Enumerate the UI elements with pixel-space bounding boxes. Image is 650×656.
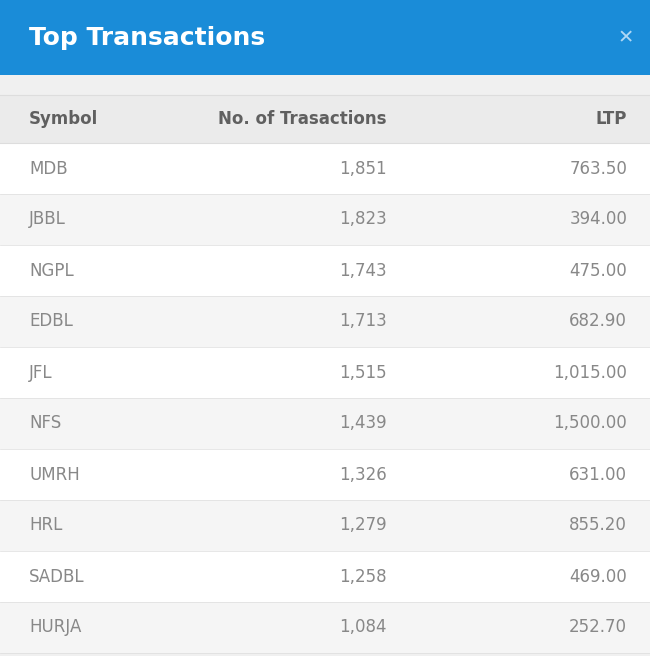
Bar (0, 245, 650, 296)
Bar (0, 602, 650, 653)
Text: 1,084: 1,084 (339, 619, 387, 636)
Text: 1,743: 1,743 (339, 262, 387, 279)
Text: 1,258: 1,258 (339, 567, 387, 586)
Text: 1,439: 1,439 (339, 415, 387, 432)
Bar (0, 653, 650, 656)
Text: 763.50: 763.50 (569, 159, 627, 178)
Bar (0, 0, 650, 75)
Text: HURJA: HURJA (29, 619, 82, 636)
Bar (0, 95, 650, 653)
Text: 1,851: 1,851 (339, 159, 387, 178)
Text: 855.20: 855.20 (569, 516, 627, 535)
Text: 1,015.00: 1,015.00 (553, 363, 627, 382)
Text: 1,500.00: 1,500.00 (554, 415, 627, 432)
Text: 252.70: 252.70 (569, 619, 627, 636)
Text: ✕: ✕ (618, 28, 634, 47)
Text: 1,279: 1,279 (339, 516, 387, 535)
Text: 1,515: 1,515 (339, 363, 387, 382)
Text: 682.90: 682.90 (569, 312, 627, 331)
Text: 1,326: 1,326 (339, 466, 387, 483)
Bar (0, 95, 650, 143)
Text: NFS: NFS (29, 415, 62, 432)
Text: 1,713: 1,713 (339, 312, 387, 331)
Bar (0, 143, 650, 194)
Text: JFL: JFL (29, 363, 53, 382)
Text: LTP: LTP (596, 110, 627, 128)
Text: 394.00: 394.00 (569, 211, 627, 228)
Text: MDB: MDB (29, 159, 68, 178)
Text: 631.00: 631.00 (569, 466, 627, 483)
Bar (0, 551, 650, 602)
Text: SADBL: SADBL (29, 567, 85, 586)
Text: 469.00: 469.00 (569, 567, 627, 586)
Bar (0, 194, 650, 245)
Text: 1,823: 1,823 (339, 211, 387, 228)
Text: EDBL: EDBL (29, 312, 73, 331)
Text: Symbol: Symbol (29, 110, 99, 128)
Text: UMRH: UMRH (29, 466, 80, 483)
Bar (0, 75, 650, 95)
Bar (0, 296, 650, 347)
Text: NGPL: NGPL (29, 262, 74, 279)
Text: 475.00: 475.00 (569, 262, 627, 279)
Text: HRL: HRL (29, 516, 62, 535)
Text: No. of Trasactions: No. of Trasactions (218, 110, 387, 128)
Text: Top Transactions: Top Transactions (29, 26, 265, 49)
Bar (0, 398, 650, 449)
Text: JBBL: JBBL (29, 211, 66, 228)
Bar (0, 500, 650, 551)
Bar (0, 347, 650, 398)
Bar (0, 449, 650, 500)
